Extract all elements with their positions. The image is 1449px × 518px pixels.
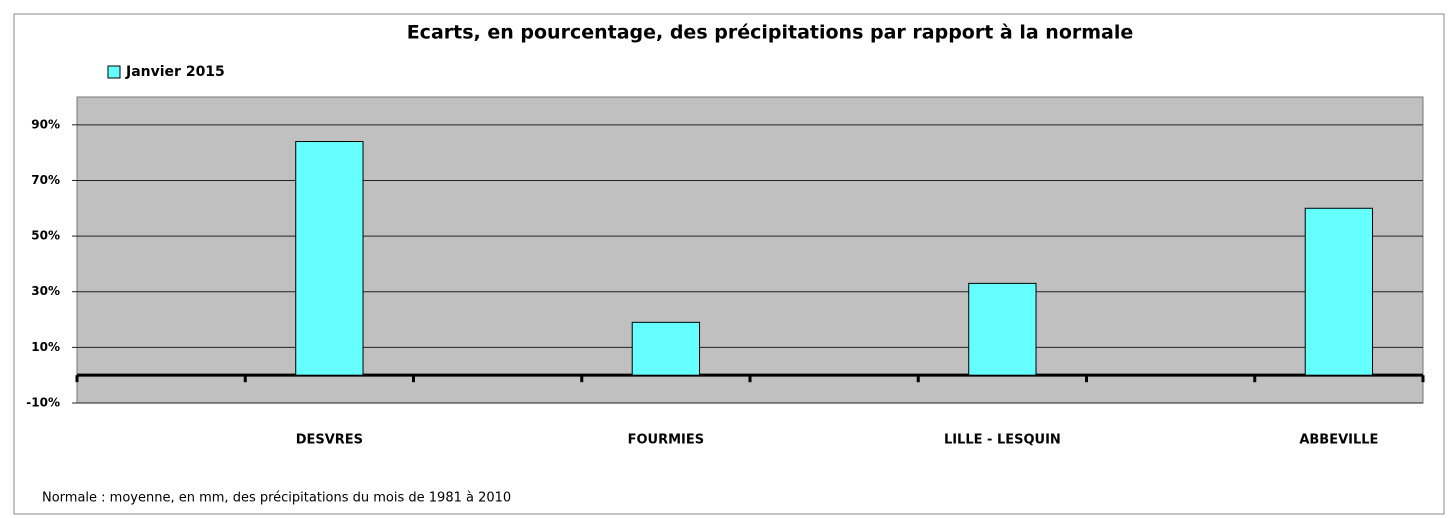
y-tick-label: 70%: [31, 173, 60, 187]
x-tick-label: LILLE - LESQUIN: [944, 433, 1061, 448]
bar: [968, 282, 1037, 376]
bar: [631, 321, 701, 376]
y-tick-label: 90%: [31, 117, 60, 131]
y-tick-label: -10%: [26, 396, 60, 410]
bar: [295, 141, 364, 376]
bar: [1304, 207, 1374, 376]
chart-title: Ecarts, en pourcentage, des précipitatio…: [407, 22, 1134, 44]
y-tick-label: 10%: [31, 340, 60, 354]
y-tick-label: 50%: [31, 229, 60, 243]
x-tick-label: FOURMIES: [628, 433, 705, 448]
legend-label: Janvier 2015: [125, 64, 225, 80]
y-tick-label: 30%: [31, 284, 60, 298]
plot-area: [76, 96, 1424, 404]
legend-swatch: [107, 65, 121, 79]
footnote: Normale : moyenne, en mm, des précipitat…: [42, 491, 511, 506]
x-tick-label: ABBEVILLE: [1299, 433, 1378, 448]
x-tick-label: DESVRES: [296, 433, 363, 448]
